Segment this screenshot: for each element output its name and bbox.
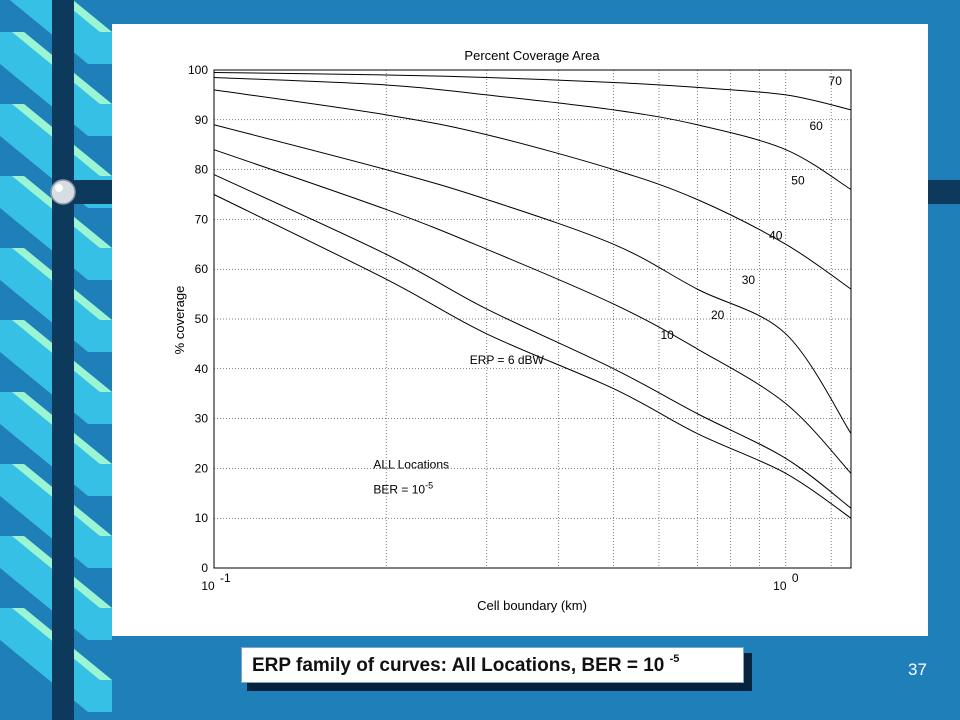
y-tick-label: 90	[195, 113, 209, 127]
decorative-ribbon	[0, 0, 112, 720]
coverage-curve-20	[213, 174, 852, 509]
x-tick-label: 10	[201, 579, 215, 593]
coverage-curve-50	[213, 89, 852, 290]
x-tick-exponent: -1	[220, 571, 231, 585]
chart-panel: 0 10 20 30 40 50 60 70 80 90 100 10 -1 10 0 10 20 30 40 50…	[112, 24, 928, 636]
slide-number: 37	[908, 660, 927, 679]
coverage-curve-10	[213, 194, 852, 519]
caption-text: ERP family of curves: All Locations, BER…	[252, 655, 665, 676]
plot-frame	[213, 69, 852, 569]
curve-label-50: 50	[791, 174, 805, 188]
coverage-curve-70	[213, 71, 852, 111]
y-axis-label: % coverage	[172, 286, 187, 355]
coverage-curve-40	[213, 124, 852, 434]
y-tick-label: 40	[195, 362, 209, 376]
curve-label-70: 70	[829, 74, 843, 88]
y-tick-label: 100	[188, 63, 208, 77]
y-tick-label: 50	[195, 312, 209, 326]
y-tick-label: 80	[195, 163, 209, 177]
chart-title: Percent Coverage Area	[464, 48, 600, 63]
curve-label-10: 10	[660, 328, 674, 342]
annotation-exponent: -5	[425, 480, 433, 490]
y-tick-label: 0	[201, 561, 208, 575]
coverage-curve-60	[213, 76, 852, 190]
curve-label-20: 20	[711, 308, 725, 322]
curve-label-30: 30	[742, 273, 756, 287]
chart-annotation: ERP = 6 dBW	[470, 353, 545, 367]
y-tick-label: 20	[195, 461, 209, 475]
x-tick-exponent: 0	[792, 571, 799, 585]
decorative-bar-right	[928, 180, 960, 204]
curve-label-40: 40	[769, 228, 783, 242]
chart-annotation: ALL Locations	[373, 457, 449, 471]
slide-caption: ERP family of curves: All Locations, BER…	[241, 647, 744, 683]
y-tick-label: 10	[195, 511, 209, 525]
y-tick-label: 70	[195, 212, 209, 226]
coverage-curve-30	[213, 149, 852, 474]
x-axis-label: Cell boundary (km)	[477, 598, 587, 613]
chart-annotation: BER = 10-5	[373, 480, 433, 496]
y-tick-label: 30	[195, 412, 209, 426]
curve-label-60: 60	[810, 119, 824, 133]
y-tick-label: 60	[195, 262, 209, 276]
x-tick-label: 10	[773, 579, 787, 593]
caption-exponent: -5	[669, 652, 680, 665]
